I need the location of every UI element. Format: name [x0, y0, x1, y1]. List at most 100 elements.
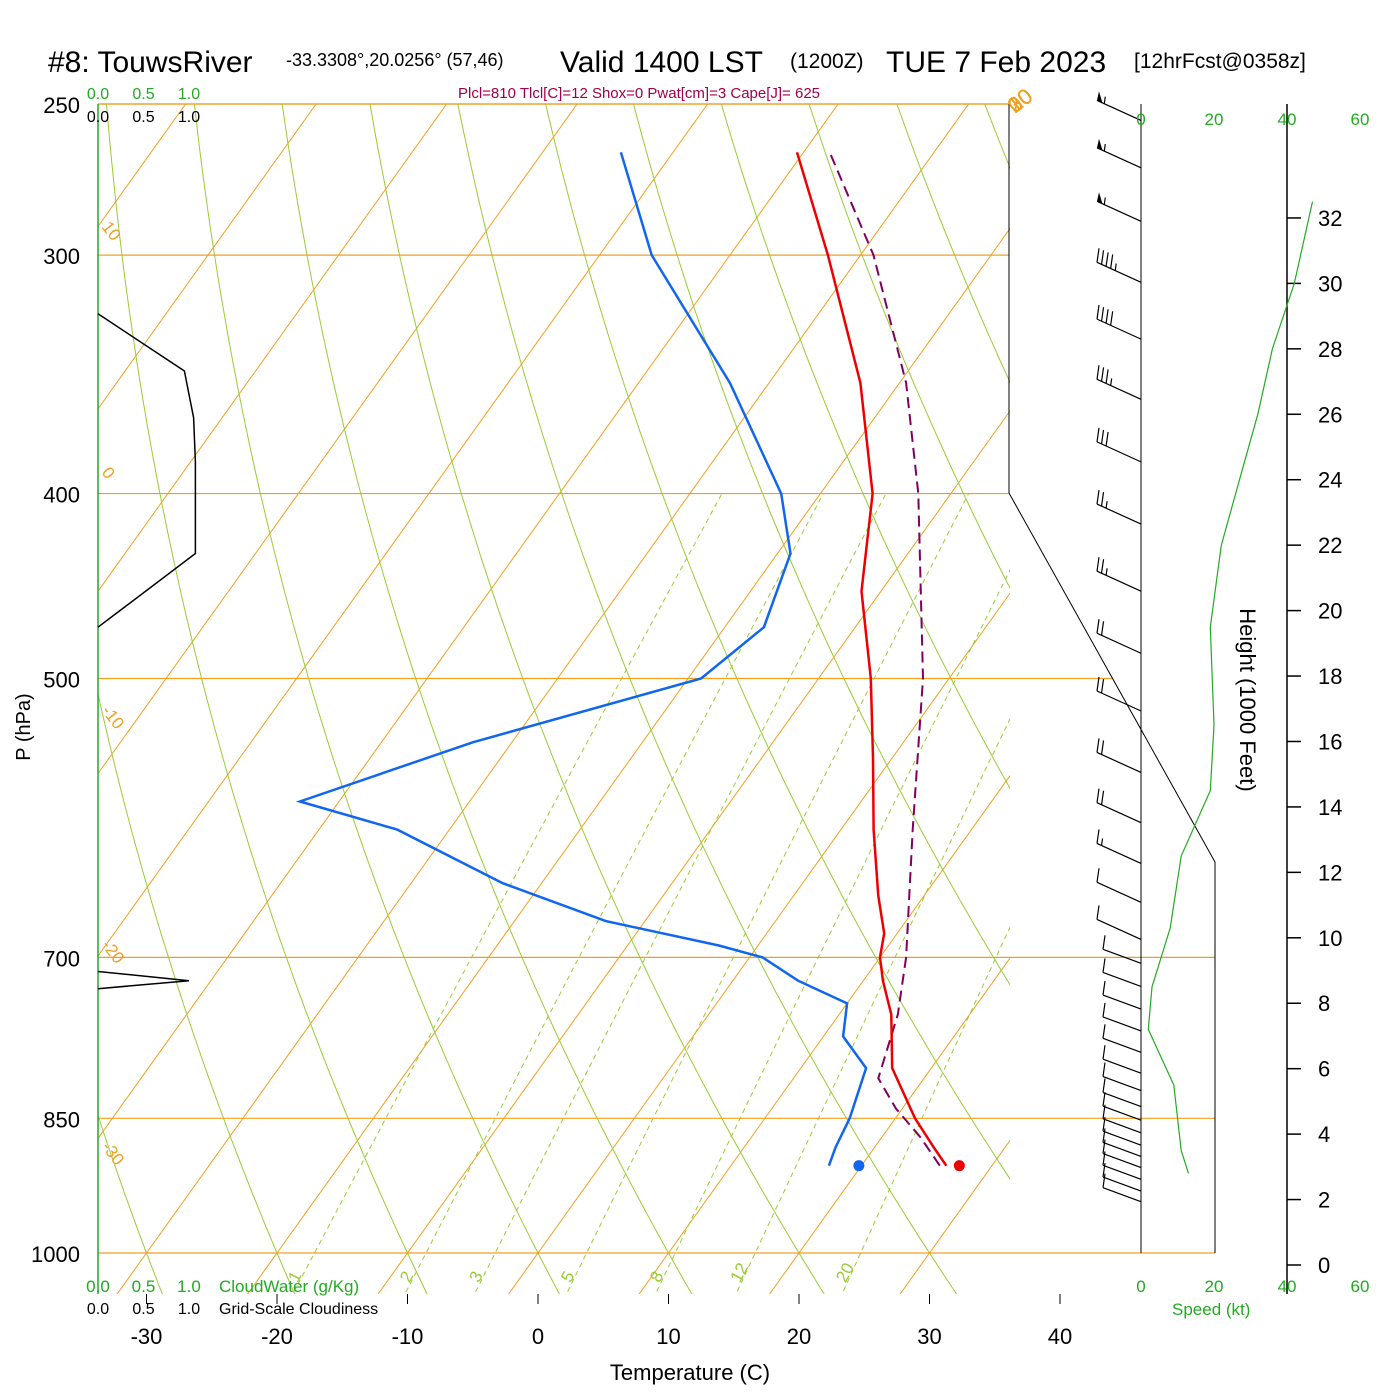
cloud-water-scale-label: 1.0 — [177, 1277, 201, 1296]
temperature-line — [795, 151, 948, 1167]
speed-scale-label: 60 — [1351, 110, 1370, 129]
cloudiness-scale-label: 1.0 — [178, 109, 200, 126]
height-tick-label: 30 — [1318, 271, 1342, 296]
isotherm — [1003, 70, 1400, 1332]
isotherm — [638, 774, 1010, 1294]
wind-barb — [1096, 192, 1142, 222]
isotherm — [508, 592, 1010, 1294]
wind-barb — [1102, 935, 1142, 964]
zulu-time: (1200Z) — [790, 50, 864, 73]
surface-dewpoint-marker — [853, 1160, 865, 1172]
pressure-tick-label: 700 — [43, 946, 80, 971]
dry-adiabat — [98, 1113, 163, 1294]
station-coords: -33.3308°,20.0256° (57,46) — [286, 50, 504, 70]
isobars — [98, 103, 1215, 1254]
wind-barb — [1102, 1002, 1142, 1032]
pressure-tick-label: 250 — [43, 93, 80, 118]
pressure-tick-label: 400 — [43, 483, 80, 508]
speed-scale-bottom: 0 20 40 60 — [1136, 1277, 1369, 1296]
wind-barb — [1096, 138, 1142, 169]
cloud-water-label: CloudWater (g/Kg) — [219, 1277, 359, 1296]
wind-barb — [1102, 1045, 1142, 1074]
dry-adiabat — [1146, 70, 1400, 1332]
wind-barb — [1096, 868, 1142, 903]
cloudiness-scale-label: 0.0 — [87, 109, 109, 126]
height-tick-label: 2 — [1318, 1188, 1330, 1213]
isotherm — [769, 957, 1010, 1294]
cloudiness-label: Grid-Scale Cloudiness — [219, 1301, 378, 1318]
mixing-ratio-label: 20 — [832, 1260, 858, 1286]
cloud-water-scale-label: 0.5 — [132, 1277, 156, 1296]
temperature-tick-label: -10 — [392, 1324, 424, 1349]
isotherm-label: 0 — [98, 463, 119, 482]
wind-barb — [1102, 1117, 1142, 1146]
wind-barbs — [1096, 91, 1142, 1203]
dry-adiabat — [457, 104, 958, 1294]
speed-scale-label: 20 — [1205, 110, 1224, 129]
isotherm-label: -20 — [98, 936, 128, 967]
cloud-scale-bottom: 0.0 0.0 0.5 0.5 1.0 1.0 — [86, 1277, 201, 1318]
forecast-date: TUE 7 Feb 2023 — [886, 46, 1106, 79]
speed-scale-label: 0 — [1136, 110, 1145, 129]
pressure-tick-label: 300 — [43, 244, 80, 269]
wind-barb — [1102, 1078, 1142, 1108]
dry-adiabat — [98, 691, 296, 1294]
height-tick-label: 16 — [1318, 729, 1342, 754]
mixing-ratio-lines — [292, 493, 1010, 1294]
pressure-tick-label: 850 — [43, 1107, 80, 1132]
x-axis-title: Temperature (C) — [610, 1360, 770, 1385]
isotherm — [98, 104, 578, 775]
cloudiness-scale-label: 0.0 — [87, 1301, 109, 1318]
dry-adiabats — [98, 70, 1400, 1332]
isotherm-label: -30 — [98, 1138, 128, 1169]
dry-adiabat — [720, 104, 1010, 790]
cloudiness-profile — [97, 970, 190, 990]
wind-barb — [1096, 619, 1142, 654]
height-tick-label: 22 — [1318, 533, 1342, 558]
mixing-ratio-label: 8 — [646, 1268, 667, 1285]
wind-barb — [1102, 1173, 1142, 1203]
speed-scale-label: 40 — [1278, 110, 1297, 129]
height-tick-label: 6 — [1318, 1057, 1330, 1082]
dry-adiabat — [984, 104, 1010, 170]
height-tick-label: 4 — [1318, 1122, 1330, 1147]
isotherm — [98, 104, 317, 410]
wind-barb — [1102, 1139, 1142, 1169]
mixing-ratio-line — [565, 493, 970, 1294]
isotherm — [98, 104, 839, 1140]
valid-time: Valid 1400 LST — [560, 46, 763, 79]
height-tick-label: 32 — [1318, 206, 1342, 231]
height-tick-label: 8 — [1318, 991, 1330, 1016]
height-tick-label: 14 — [1318, 795, 1342, 820]
temperature-tick-label: 0 — [532, 1324, 544, 1349]
speed-scale-label: 60 — [1351, 1277, 1370, 1296]
mixing-ratio-line — [654, 568, 1010, 1294]
mixing-ratio-line — [735, 717, 1010, 1294]
wind-barb — [1102, 1151, 1142, 1180]
temperature-tick-label: 20 — [787, 1324, 811, 1349]
cloud-water-scale-label: 0.0 — [86, 1277, 110, 1296]
cloudiness-scale-label: 1.0 — [178, 1301, 200, 1318]
wind-barb — [1102, 1024, 1142, 1053]
speed-scale-label: 40 — [1278, 1277, 1297, 1296]
dry-adiabat — [808, 104, 1010, 590]
wind-barb — [1096, 557, 1142, 592]
isotherm — [98, 104, 709, 957]
wind-barb — [1096, 489, 1142, 525]
parcel-line — [828, 151, 941, 1167]
height-axis-title: Height (1000 Feet) — [1235, 608, 1260, 791]
dry-adiabat — [632, 104, 1010, 986]
isotherm — [1134, 70, 1400, 1332]
wind-barb — [1102, 1092, 1142, 1121]
temperature-tick-label: 40 — [1048, 1324, 1072, 1349]
wind-barb — [1096, 905, 1142, 940]
wind-barb — [1096, 427, 1142, 463]
wind-barb — [1096, 365, 1142, 400]
wind-barb — [1096, 788, 1142, 824]
sounding-parameters: Plcl=810 Tlcl[C]=12 Shox=0 Pwat[cm]=3 Ca… — [458, 85, 820, 102]
cloud-water-profile — [97, 313, 197, 628]
dry-adiabat — [281, 104, 693, 1294]
isotherm-label: -10 — [98, 702, 128, 733]
cloud-scale-top: 0.0 0.0 0.5 0.5 1.0 1.0 — [87, 86, 200, 126]
cloud-water-scale-label: 1.0 — [178, 86, 200, 103]
